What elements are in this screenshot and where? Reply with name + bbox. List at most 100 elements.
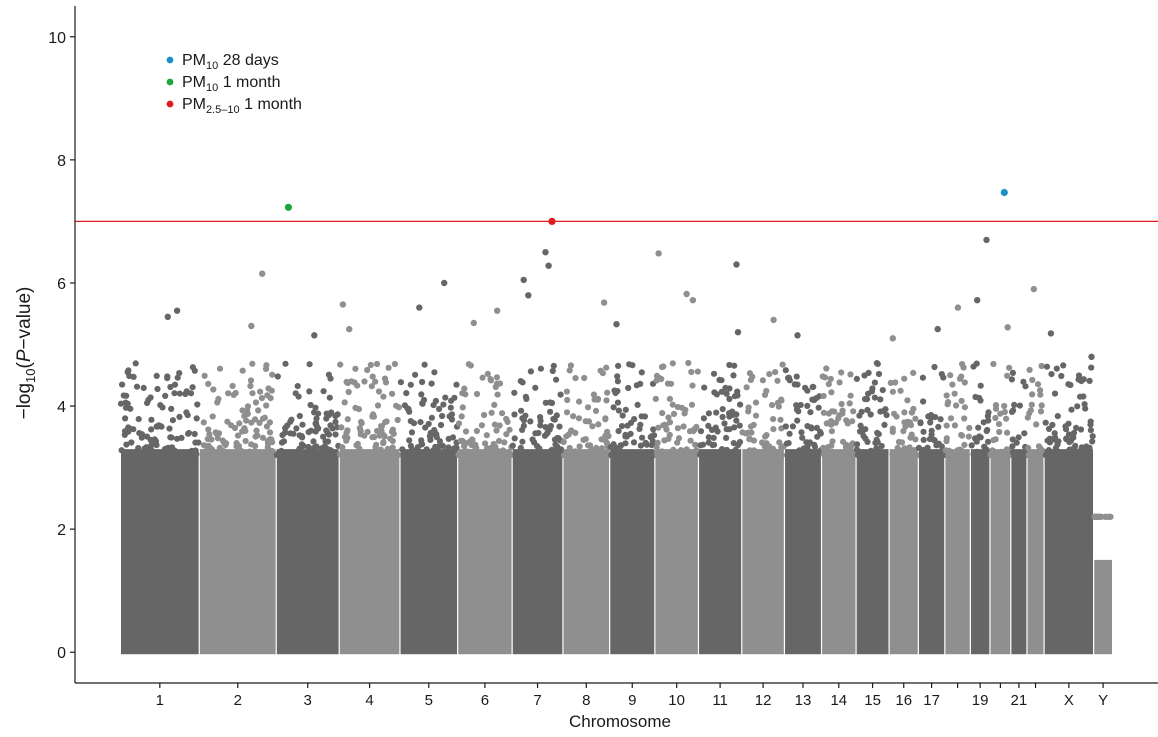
background-point bbox=[997, 410, 1004, 417]
background-point bbox=[700, 415, 708, 422]
background-point bbox=[187, 390, 195, 397]
background-point bbox=[473, 390, 481, 398]
chromosome-band-2 bbox=[199, 360, 276, 655]
background-point bbox=[127, 405, 134, 412]
background-point bbox=[615, 362, 622, 369]
background-point bbox=[147, 394, 154, 401]
background-point bbox=[376, 452, 383, 459]
background-point bbox=[722, 384, 729, 391]
background-point bbox=[668, 380, 675, 387]
background-point bbox=[326, 394, 333, 401]
chromosome-band-17 bbox=[915, 363, 947, 655]
background-point bbox=[352, 365, 359, 372]
background-point bbox=[1029, 376, 1036, 384]
chromosome-band-20 bbox=[987, 360, 1014, 655]
background-point bbox=[977, 434, 984, 441]
background-point bbox=[965, 433, 972, 440]
background-point bbox=[779, 361, 786, 368]
background-point bbox=[675, 435, 683, 442]
background-point bbox=[266, 429, 274, 436]
background-point bbox=[859, 427, 866, 434]
background-point bbox=[875, 431, 882, 438]
background-point bbox=[821, 452, 828, 459]
background-point bbox=[945, 447, 953, 454]
background-point bbox=[638, 413, 645, 420]
background-points-layer bbox=[117, 359, 1114, 655]
background-point bbox=[983, 427, 990, 435]
top-hit-point-chr4 bbox=[346, 325, 353, 333]
background-point bbox=[119, 381, 126, 388]
background-point bbox=[313, 415, 320, 422]
background-point bbox=[499, 410, 506, 417]
background-point bbox=[665, 414, 672, 421]
background-point bbox=[875, 370, 883, 378]
background-point bbox=[570, 413, 577, 420]
background-point bbox=[312, 420, 319, 427]
background-point bbox=[320, 433, 327, 440]
background-point bbox=[467, 362, 474, 369]
background-point bbox=[776, 439, 783, 446]
background-point bbox=[174, 374, 181, 381]
background-point bbox=[566, 367, 573, 374]
background-point bbox=[406, 437, 413, 444]
background-point bbox=[1096, 513, 1103, 520]
background-point bbox=[901, 419, 908, 426]
background-point bbox=[718, 388, 725, 395]
background-point bbox=[714, 428, 721, 435]
background-point bbox=[849, 418, 856, 425]
background-point bbox=[575, 415, 583, 422]
background-point bbox=[874, 439, 881, 446]
background-point bbox=[881, 450, 888, 457]
background-point bbox=[551, 436, 559, 443]
background-point bbox=[875, 448, 882, 455]
background-point bbox=[908, 450, 915, 457]
background-point bbox=[166, 425, 173, 432]
background-point bbox=[710, 434, 717, 441]
background-point bbox=[469, 436, 476, 443]
background-point bbox=[597, 367, 604, 374]
background-point bbox=[377, 446, 384, 453]
background-point bbox=[200, 448, 207, 456]
x-tick-label-chr3: 3 bbox=[304, 692, 312, 709]
background-point bbox=[985, 438, 992, 445]
background-point bbox=[519, 438, 526, 445]
background-point bbox=[574, 452, 581, 459]
top-hit-point-chr9 bbox=[613, 321, 620, 328]
chromosome-block-8 bbox=[563, 449, 610, 655]
background-point bbox=[730, 440, 737, 447]
background-point bbox=[649, 432, 656, 440]
background-point bbox=[797, 452, 804, 459]
background-point bbox=[310, 438, 317, 445]
background-point bbox=[487, 376, 494, 383]
background-point bbox=[951, 422, 959, 429]
background-point bbox=[509, 442, 516, 449]
background-point bbox=[274, 373, 281, 380]
background-point bbox=[264, 446, 271, 453]
background-point bbox=[556, 423, 563, 430]
background-point bbox=[1068, 406, 1075, 413]
background-point bbox=[584, 404, 592, 411]
background-point bbox=[786, 430, 793, 437]
background-point bbox=[189, 384, 196, 391]
background-point bbox=[1004, 372, 1011, 379]
background-point bbox=[176, 449, 183, 457]
background-point bbox=[814, 433, 821, 440]
background-point bbox=[135, 416, 142, 423]
background-point bbox=[736, 438, 744, 446]
background-point bbox=[305, 443, 312, 451]
background-point bbox=[1077, 426, 1085, 433]
background-point bbox=[168, 451, 175, 458]
background-point bbox=[601, 452, 609, 459]
background-point bbox=[256, 419, 263, 426]
chromosome-block-1 bbox=[121, 449, 199, 655]
background-point bbox=[403, 390, 410, 397]
background-point bbox=[766, 371, 773, 378]
background-point bbox=[267, 395, 274, 402]
background-point bbox=[809, 451, 816, 458]
background-point bbox=[123, 441, 130, 448]
background-point bbox=[546, 426, 553, 433]
background-point bbox=[590, 391, 598, 398]
background-point bbox=[669, 401, 676, 408]
y-axis-title: −log10(P−value) bbox=[14, 287, 38, 420]
